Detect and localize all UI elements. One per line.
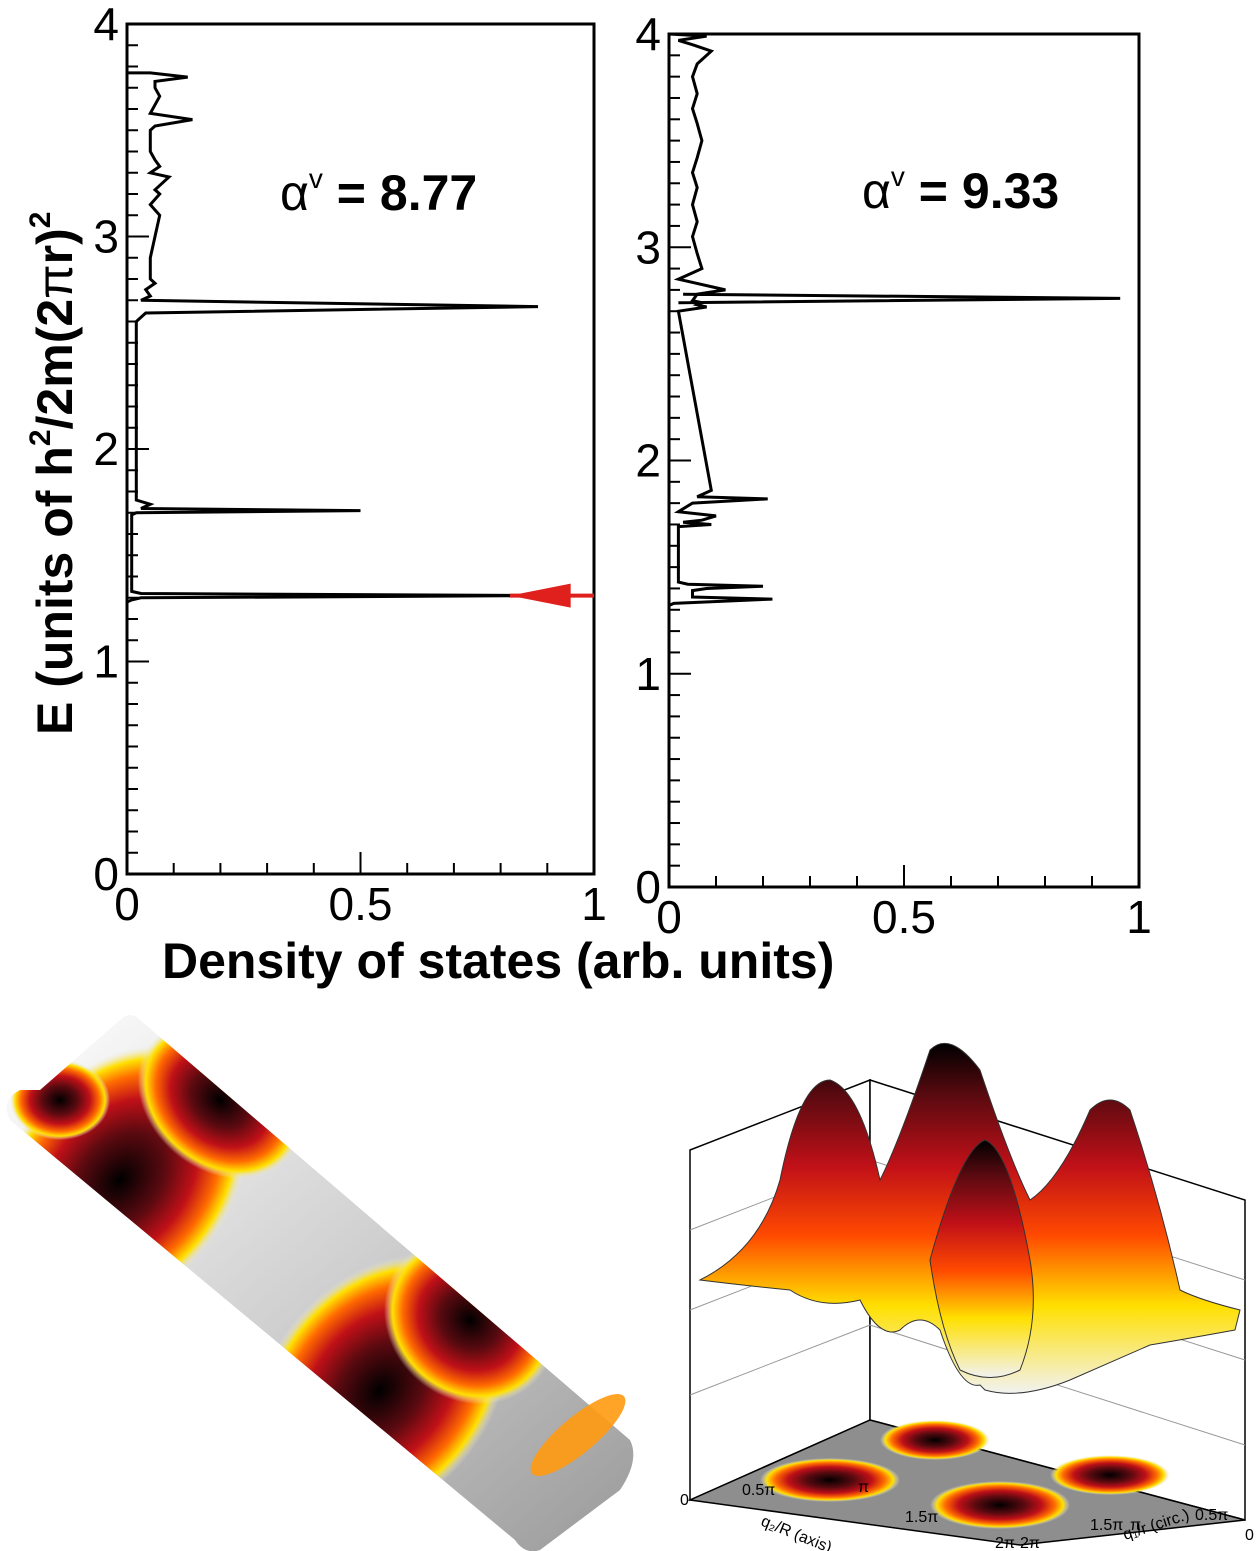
x-axis-title: Density of states (arb. units)	[162, 933, 834, 989]
axis-ticks	[126, 23, 595, 875]
y-tick-label: 1	[635, 648, 661, 700]
arrow-head	[509, 583, 571, 608]
plot-frame	[125, 22, 596, 876]
dos-panel-right: 0 1 2 3 4 0 0.5 1 αv = 9.33	[635, 8, 1151, 943]
x-tick-label: 0	[114, 878, 140, 930]
x-tick: π	[858, 1479, 869, 1496]
y-tick-label: 4	[635, 8, 661, 60]
x-tick-label: 0	[656, 891, 682, 943]
y-tick-label: 0	[93, 848, 119, 900]
dos-curve	[126, 71, 548, 604]
floor-contour	[687, 1419, 1246, 1546]
y-tick: 1.5π	[1090, 1517, 1123, 1534]
tube-end-cap	[530, 1394, 626, 1476]
x-tick: 1.5π	[905, 1509, 938, 1526]
dos-curve	[668, 32, 1121, 607]
y-tick-label: 2	[635, 435, 661, 487]
floor-blob	[880, 1420, 990, 1460]
surface-front-peak	[929, 1139, 1034, 1378]
tick-labels: 0 1 2 3 4 0 0.5 1	[635, 8, 1151, 943]
floor-blob	[930, 1481, 1070, 1529]
y-tick-label: 3	[635, 221, 661, 273]
y-tick-label: 0	[635, 861, 661, 913]
y-tick: π	[1130, 1517, 1141, 1534]
x-tick: 0	[680, 1492, 689, 1509]
y-tick-label: 2	[93, 423, 119, 475]
y-tick: 0.5π	[1195, 1507, 1228, 1524]
x-tick: 2π	[995, 1535, 1015, 1551]
y-tick-label: 4	[93, 0, 119, 50]
y-tick: 2π	[1020, 1535, 1040, 1551]
y-tick-label: 3	[93, 211, 119, 263]
floor-blob	[760, 1458, 900, 1502]
nanotube-density-image	[6, 1015, 634, 1551]
floor-blob	[1050, 1455, 1170, 1495]
alpha-annotation: αv = 8.77	[280, 163, 477, 221]
y-tick-label: 1	[93, 636, 119, 688]
y-tick: 0	[1245, 1527, 1254, 1544]
tick-labels: 0 1 2 3 4 0 0.5 1	[93, 0, 606, 930]
x-tick-label: 0.5	[872, 891, 936, 943]
dos-panel-left: 0 1 2 3 4 0 0.5 1 αv = 8.77	[93, 0, 606, 930]
density-lobe	[10, 1060, 110, 1140]
x-tick-label: 1	[1126, 891, 1152, 943]
x-tick-label: 1	[581, 878, 607, 930]
x-tick: 0.5π	[742, 1482, 775, 1499]
x-tick-label: 0.5	[329, 878, 393, 930]
red-arrow-marker	[509, 583, 594, 608]
axis-ticks	[668, 33, 1140, 888]
density-surface-plot: q₂/R (axis) q₁/r (circ.) 0 0.5π π 1.5π 2…	[680, 1042, 1254, 1551]
y-axis-title: E (units of h2/2m(2πr)2	[24, 212, 83, 735]
alpha-annotation: αv = 9.33	[862, 161, 1059, 219]
